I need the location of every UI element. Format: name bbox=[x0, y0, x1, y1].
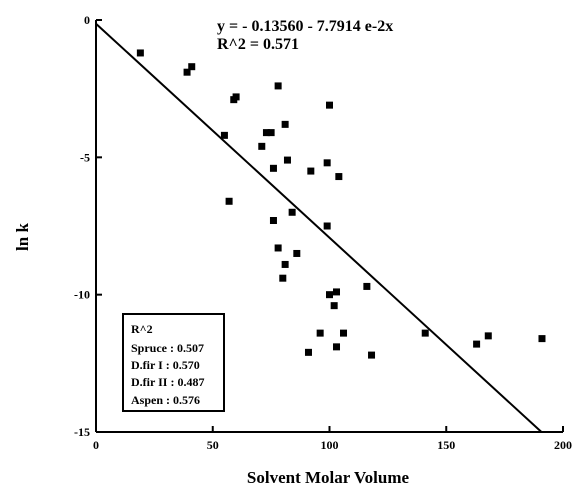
y-axis-title: ln k bbox=[13, 223, 32, 251]
data-point bbox=[326, 291, 333, 299]
x-tick-label: 50 bbox=[207, 438, 219, 452]
data-point bbox=[484, 332, 492, 340]
data-point bbox=[136, 49, 144, 57]
data-point bbox=[538, 335, 546, 343]
data-point bbox=[281, 120, 289, 128]
data-point bbox=[293, 249, 301, 257]
data-point bbox=[269, 164, 277, 172]
legend-entry-dfir-ii: D.fir II : 0.487 bbox=[131, 375, 204, 389]
data-point bbox=[225, 197, 233, 205]
legend-frame bbox=[122, 313, 225, 412]
data-point bbox=[323, 159, 331, 167]
data-point bbox=[335, 173, 343, 181]
legend-entry-spruce: Spruce : 0.507 bbox=[131, 341, 204, 355]
r-squared-annotation: R^2 = 0.571 bbox=[217, 36, 299, 53]
data-point bbox=[473, 340, 481, 348]
legend-title: R^2 bbox=[131, 322, 153, 336]
data-point bbox=[368, 351, 376, 359]
data-point bbox=[333, 343, 341, 351]
data-point bbox=[267, 129, 275, 137]
y-tick-label: -5 bbox=[80, 150, 90, 164]
data-points bbox=[136, 49, 546, 359]
legend-entry-dfir-i: D.fir I : 0.570 bbox=[131, 358, 200, 372]
y-tick-label: -10 bbox=[74, 288, 90, 302]
x-tick-label: 0 bbox=[93, 438, 99, 452]
data-point bbox=[421, 329, 429, 337]
legend-entry-aspen: Aspen : 0.576 bbox=[131, 393, 200, 407]
data-point bbox=[340, 329, 348, 337]
data-point bbox=[304, 348, 312, 356]
data-point bbox=[232, 93, 240, 101]
data-point bbox=[326, 101, 333, 109]
data-point bbox=[330, 302, 338, 310]
data-point bbox=[363, 282, 371, 290]
data-point bbox=[288, 208, 296, 216]
data-point bbox=[274, 244, 282, 252]
data-point bbox=[183, 68, 191, 76]
data-point bbox=[269, 217, 277, 225]
data-point bbox=[220, 131, 228, 139]
data-point bbox=[316, 329, 324, 337]
data-point bbox=[281, 260, 289, 268]
data-point bbox=[279, 274, 287, 282]
data-point bbox=[262, 129, 270, 137]
data-point bbox=[283, 156, 291, 164]
x-axis-title: Solvent Molar Volume bbox=[247, 468, 410, 487]
data-point bbox=[258, 142, 266, 150]
regression-line bbox=[95, 22, 543, 433]
data-point bbox=[274, 82, 282, 90]
data-point bbox=[188, 63, 196, 71]
equation-annotation: y = - 0.13560 - 7.7914 e-2x bbox=[217, 18, 393, 35]
y-tick-label: -15 bbox=[74, 425, 90, 439]
axis-ticks: 0 50 100 150 200 0 -5 -10 -15 bbox=[74, 13, 572, 452]
data-point bbox=[323, 222, 331, 230]
legend-box: R^2 Spruce : 0.507 D.fir I : 0.570 D.fir… bbox=[122, 313, 225, 412]
regression-line-group bbox=[95, 22, 543, 433]
data-point bbox=[307, 167, 315, 175]
y-tick-label: 0 bbox=[84, 13, 90, 27]
x-tick-label: 200 bbox=[554, 438, 572, 452]
x-tick-label: 150 bbox=[437, 438, 455, 452]
data-point bbox=[333, 288, 341, 296]
x-tick-label: 100 bbox=[321, 438, 339, 452]
